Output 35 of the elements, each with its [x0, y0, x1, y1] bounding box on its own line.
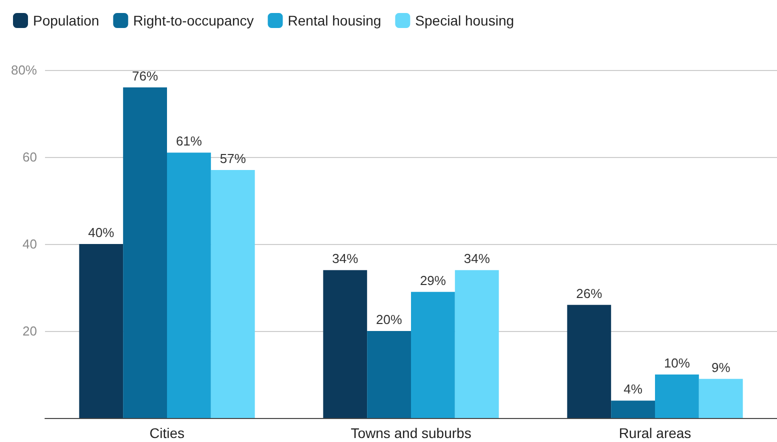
data-label: 57% [220, 151, 246, 166]
y-tick-label: 20 [22, 324, 37, 338]
data-label: 34% [332, 251, 359, 266]
data-label: 29% [420, 272, 446, 288]
legend-label: Population [33, 12, 100, 28]
bar [123, 87, 167, 418]
bar [367, 331, 411, 418]
legend-label: Rental housing [288, 12, 382, 28]
data-label: 76% [132, 68, 158, 84]
data-label: 9% [711, 360, 731, 375]
bar [79, 244, 124, 418]
bar [655, 374, 699, 418]
data-label: 61% [176, 134, 202, 149]
bar [411, 292, 455, 418]
y-tick-label: 60 [22, 150, 37, 164]
bar [167, 152, 211, 418]
data-label: 10% [664, 356, 690, 370]
bar [323, 270, 368, 418]
x-tick-label: Cities [149, 425, 185, 441]
legend-label: Right-to-occupancy [133, 12, 254, 28]
x-tick-label: Towns and suburbs [350, 425, 472, 441]
data-label: 34% [464, 251, 490, 266]
bar [611, 400, 655, 418]
y-tick-label: 80% [10, 62, 38, 78]
data-label: 20% [376, 312, 402, 327]
bar [454, 270, 499, 418]
bar [698, 378, 743, 418]
bar [210, 170, 255, 418]
data-label: 40% [88, 225, 115, 240]
bar [567, 304, 612, 418]
legend-label: Special housing [415, 12, 514, 28]
data-label: 4% [624, 382, 643, 397]
y-tick-label: 40 [22, 236, 37, 252]
data-label: 26% [576, 286, 603, 301]
x-tick-label: Rural areas [618, 425, 692, 441]
